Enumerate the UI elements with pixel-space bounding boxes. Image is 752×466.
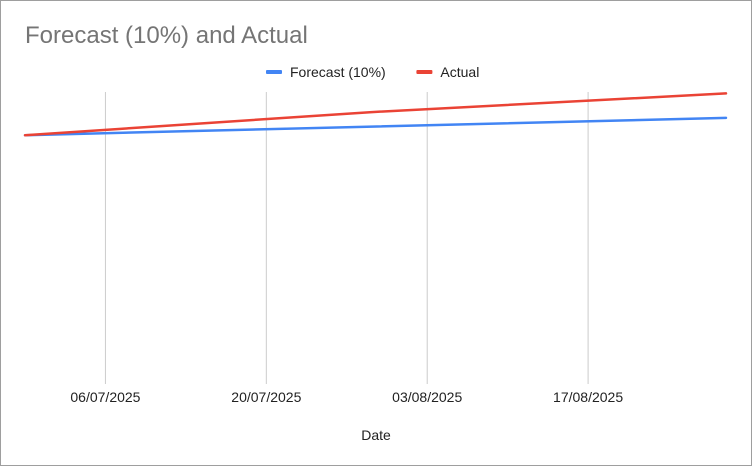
gridlines bbox=[104, 92, 589, 384]
legend-swatch bbox=[416, 70, 433, 74]
x-tick-label: 20/07/2025 bbox=[231, 389, 301, 405]
legend-swatch bbox=[266, 70, 282, 74]
legend-item-forecast: Forecast (10%) bbox=[266, 64, 386, 80]
x-tick-label: 03/08/2025 bbox=[392, 389, 462, 405]
legend: Forecast (10%) Actual bbox=[266, 64, 479, 80]
series-line-forecast bbox=[23, 116, 728, 137]
legend-label: Forecast (10%) bbox=[290, 64, 386, 80]
x-axis-title: Date bbox=[361, 427, 391, 443]
x-tick-label: 06/07/2025 bbox=[70, 389, 140, 405]
legend-label: Actual bbox=[440, 64, 479, 80]
x-tick-label: 17/08/2025 bbox=[553, 389, 623, 405]
chart-title: Forecast (10%) and Actual bbox=[25, 22, 308, 49]
x-tick-labels: 06/07/2025 20/07/2025 03/08/2025 17/08/2025 bbox=[70, 389, 623, 405]
series-line-actual bbox=[23, 92, 728, 137]
legend-item-actual: Actual bbox=[416, 64, 479, 80]
series-lines bbox=[23, 92, 728, 137]
